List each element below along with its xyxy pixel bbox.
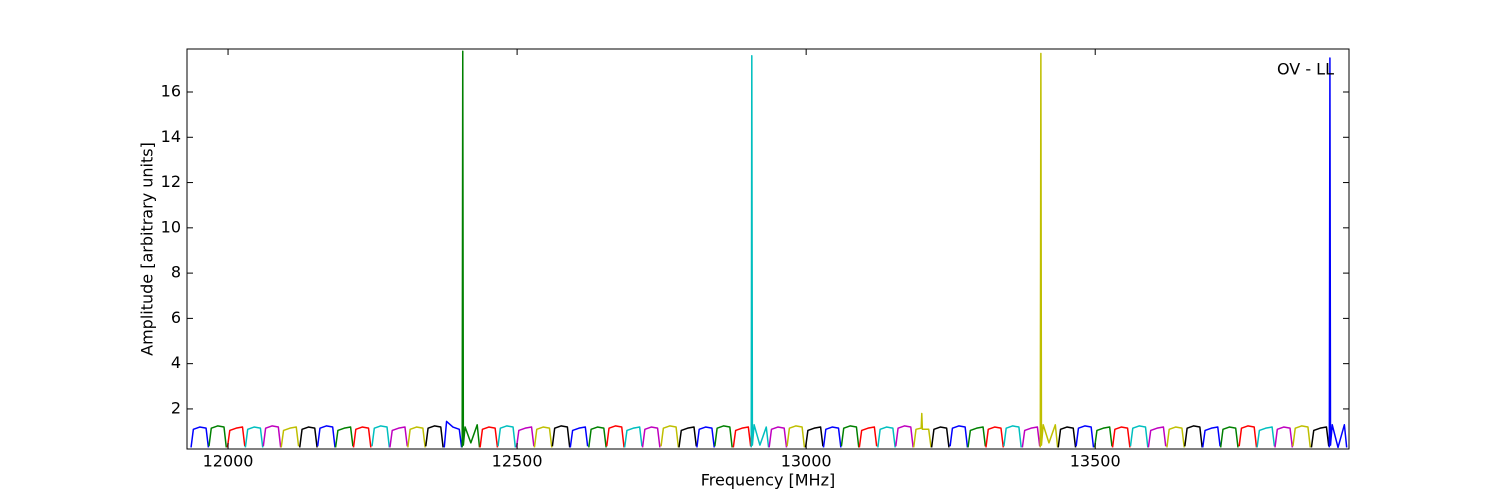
data-line [569, 426, 589, 448]
data-line [1184, 425, 1203, 448]
data-line [1219, 426, 1239, 448]
x-tick-label: 12500 [492, 452, 543, 471]
data-line [786, 425, 806, 448]
data-line [190, 426, 210, 448]
y-tick-label: 4 [171, 353, 181, 372]
data-line [822, 426, 842, 448]
data-line [1129, 425, 1149, 448]
data-line [389, 426, 409, 448]
data-line [732, 426, 752, 448]
data-line [371, 425, 391, 448]
data-line [1274, 426, 1294, 448]
data-line [623, 426, 643, 448]
y-axis-label: Amplitude [arbitrary units] [138, 142, 157, 356]
data-line [641, 426, 661, 448]
data-line [497, 425, 517, 448]
y-tick-label: 14 [161, 127, 181, 146]
data-line [588, 426, 607, 448]
data-line [1256, 426, 1276, 448]
x-tick-label: 12000 [203, 452, 254, 471]
data-line [352, 426, 372, 448]
data-line [840, 425, 860, 448]
y-tick-label: 12 [161, 172, 181, 191]
data-line [298, 426, 318, 448]
data-line [316, 425, 336, 448]
data-line [949, 425, 969, 448]
data-line [280, 426, 300, 448]
data-line [858, 426, 878, 448]
plot-lines [190, 50, 1348, 449]
data-line [678, 426, 698, 448]
data-line [1093, 426, 1113, 448]
y-tick-label: 10 [161, 217, 181, 236]
data-line [262, 425, 282, 448]
axes-frame [186, 48, 1350, 450]
y-tick-label: 6 [171, 308, 181, 327]
x-axis-label: Frequency [MHz] [701, 471, 835, 490]
data-line [696, 426, 715, 448]
x-tick-label: 13000 [781, 452, 832, 471]
data-line [1310, 426, 1330, 448]
data-line [877, 426, 896, 448]
data-line [461, 50, 481, 448]
data-line [1021, 426, 1041, 448]
data-line [1075, 425, 1095, 448]
data-line [804, 426, 824, 448]
data-line [407, 426, 426, 448]
data-line [750, 55, 770, 448]
data-line [334, 426, 354, 448]
annotation: OV - LL [1277, 60, 1334, 79]
data-line [895, 425, 914, 448]
data-line [1111, 426, 1131, 448]
data-line [479, 426, 499, 448]
y-tick-label: 16 [161, 82, 181, 101]
data-line [1147, 426, 1167, 448]
data-line [443, 420, 463, 448]
y-tick-label: 8 [171, 263, 181, 282]
data-line [714, 425, 733, 448]
y-tick-label: 2 [171, 398, 181, 417]
data-line [967, 426, 987, 448]
data-line [1238, 425, 1258, 448]
data-line [226, 426, 246, 448]
data-line [1039, 52, 1059, 448]
data-line [551, 425, 571, 448]
x-tick-label: 13500 [1070, 452, 1121, 471]
data-line [912, 412, 932, 448]
data-line [660, 425, 680, 448]
data-line [768, 426, 788, 448]
data-line [1328, 57, 1348, 449]
data-line [208, 425, 228, 448]
data-line [1292, 425, 1312, 448]
data-line [930, 426, 950, 448]
data-line [1201, 426, 1221, 448]
data-line [533, 426, 553, 448]
data-line [1166, 426, 1185, 448]
data-line [605, 425, 625, 448]
data-line [985, 426, 1005, 448]
data-line [425, 425, 444, 448]
data-line [1057, 426, 1077, 448]
data-line [1003, 425, 1022, 448]
data-line [515, 426, 535, 448]
data-line [244, 426, 264, 448]
